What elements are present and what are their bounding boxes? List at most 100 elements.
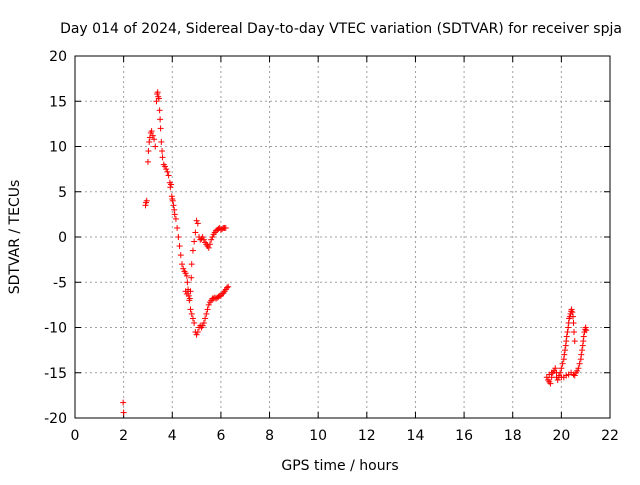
x-tick-label: 8 <box>265 428 274 444</box>
data-point <box>188 261 195 268</box>
data-point <box>156 107 163 114</box>
tick-layer <box>74 55 611 419</box>
x-tick-label: 0 <box>71 428 80 444</box>
data-point <box>189 247 196 254</box>
data-point <box>188 274 195 281</box>
x-tick-label: 6 <box>216 428 225 444</box>
data-point <box>157 125 164 132</box>
x-tick-label: 10 <box>309 428 327 444</box>
data-point <box>155 95 162 102</box>
x-axis-label: GPS time / hours <box>281 458 398 474</box>
x-tick-label: 20 <box>552 428 570 444</box>
data-point <box>120 409 127 416</box>
data-point <box>223 284 230 291</box>
data-point <box>561 351 568 358</box>
data-point <box>202 315 209 322</box>
data-point <box>208 236 215 243</box>
data-point <box>580 333 587 340</box>
data-point <box>199 234 206 240</box>
data-point <box>186 295 193 302</box>
y-tick-label: -15 <box>44 366 67 382</box>
data-point <box>179 261 185 268</box>
data-point <box>579 347 586 354</box>
data-point <box>183 291 190 298</box>
data-point <box>568 306 575 313</box>
data-point <box>571 372 578 379</box>
data-point <box>152 143 159 150</box>
data-point <box>571 338 578 345</box>
data-point <box>176 243 183 250</box>
data-point <box>182 270 189 277</box>
data-point <box>559 360 566 367</box>
data-point <box>191 319 198 326</box>
data-point <box>146 138 153 145</box>
data-point <box>167 184 174 191</box>
data-point <box>575 365 582 372</box>
data-point <box>552 365 559 372</box>
data-point <box>563 333 570 340</box>
data-point <box>165 172 172 179</box>
y-tick-label: -10 <box>44 321 67 337</box>
data-point <box>569 309 576 316</box>
data-point <box>222 224 229 231</box>
points-layer <box>120 89 590 416</box>
data-point <box>578 351 585 358</box>
data-point <box>187 306 194 313</box>
data-point <box>184 279 191 286</box>
x-tick-label: 16 <box>455 428 473 444</box>
data-point <box>145 148 152 155</box>
data-point <box>143 197 150 204</box>
data-point <box>170 202 177 209</box>
x-tick-label: 22 <box>601 428 619 444</box>
data-point <box>558 365 565 372</box>
data-point <box>574 367 581 374</box>
data-point <box>562 347 569 354</box>
data-point <box>194 329 201 336</box>
x-tick-label: 14 <box>407 428 425 444</box>
data-point <box>205 244 212 251</box>
x-tick-label: 18 <box>504 428 522 444</box>
data-point <box>192 229 199 236</box>
data-point <box>159 148 166 155</box>
data-point <box>120 399 127 406</box>
y-tick-label: 15 <box>49 94 67 110</box>
data-point <box>172 215 179 222</box>
data-point <box>564 329 571 336</box>
data-point <box>144 158 151 165</box>
data-point <box>158 138 165 145</box>
data-point <box>200 236 207 243</box>
y-tick-label: -5 <box>53 275 67 291</box>
data-point <box>185 286 192 293</box>
data-point <box>225 283 232 290</box>
data-point <box>194 220 201 227</box>
data-point <box>159 154 166 161</box>
data-point <box>188 310 195 317</box>
x-tick-label: 2 <box>119 428 128 444</box>
y-tick-label: 0 <box>58 230 67 246</box>
y-tick-label: 5 <box>58 185 67 201</box>
data-point <box>209 234 216 240</box>
data-point <box>191 238 198 245</box>
data-point <box>576 360 583 367</box>
data-point <box>554 376 561 383</box>
data-point <box>161 163 168 170</box>
data-point <box>164 168 171 175</box>
data-point <box>171 211 178 218</box>
data-point <box>168 181 175 188</box>
grid-layer <box>75 56 610 418</box>
data-point <box>149 132 156 139</box>
y-tick-label: 10 <box>49 140 67 156</box>
data-point <box>189 315 196 322</box>
chart-title: Day 014 of 2024, Sidereal Day-to-day VTE… <box>60 21 622 37</box>
data-point <box>203 310 210 317</box>
data-point <box>157 116 164 123</box>
data-point <box>200 319 207 326</box>
y-axis-label: SDTVAR / TECUs <box>7 180 23 295</box>
data-point <box>169 197 176 204</box>
data-point <box>183 272 190 279</box>
data-point <box>571 329 578 336</box>
y-tick-label: -20 <box>44 411 67 427</box>
